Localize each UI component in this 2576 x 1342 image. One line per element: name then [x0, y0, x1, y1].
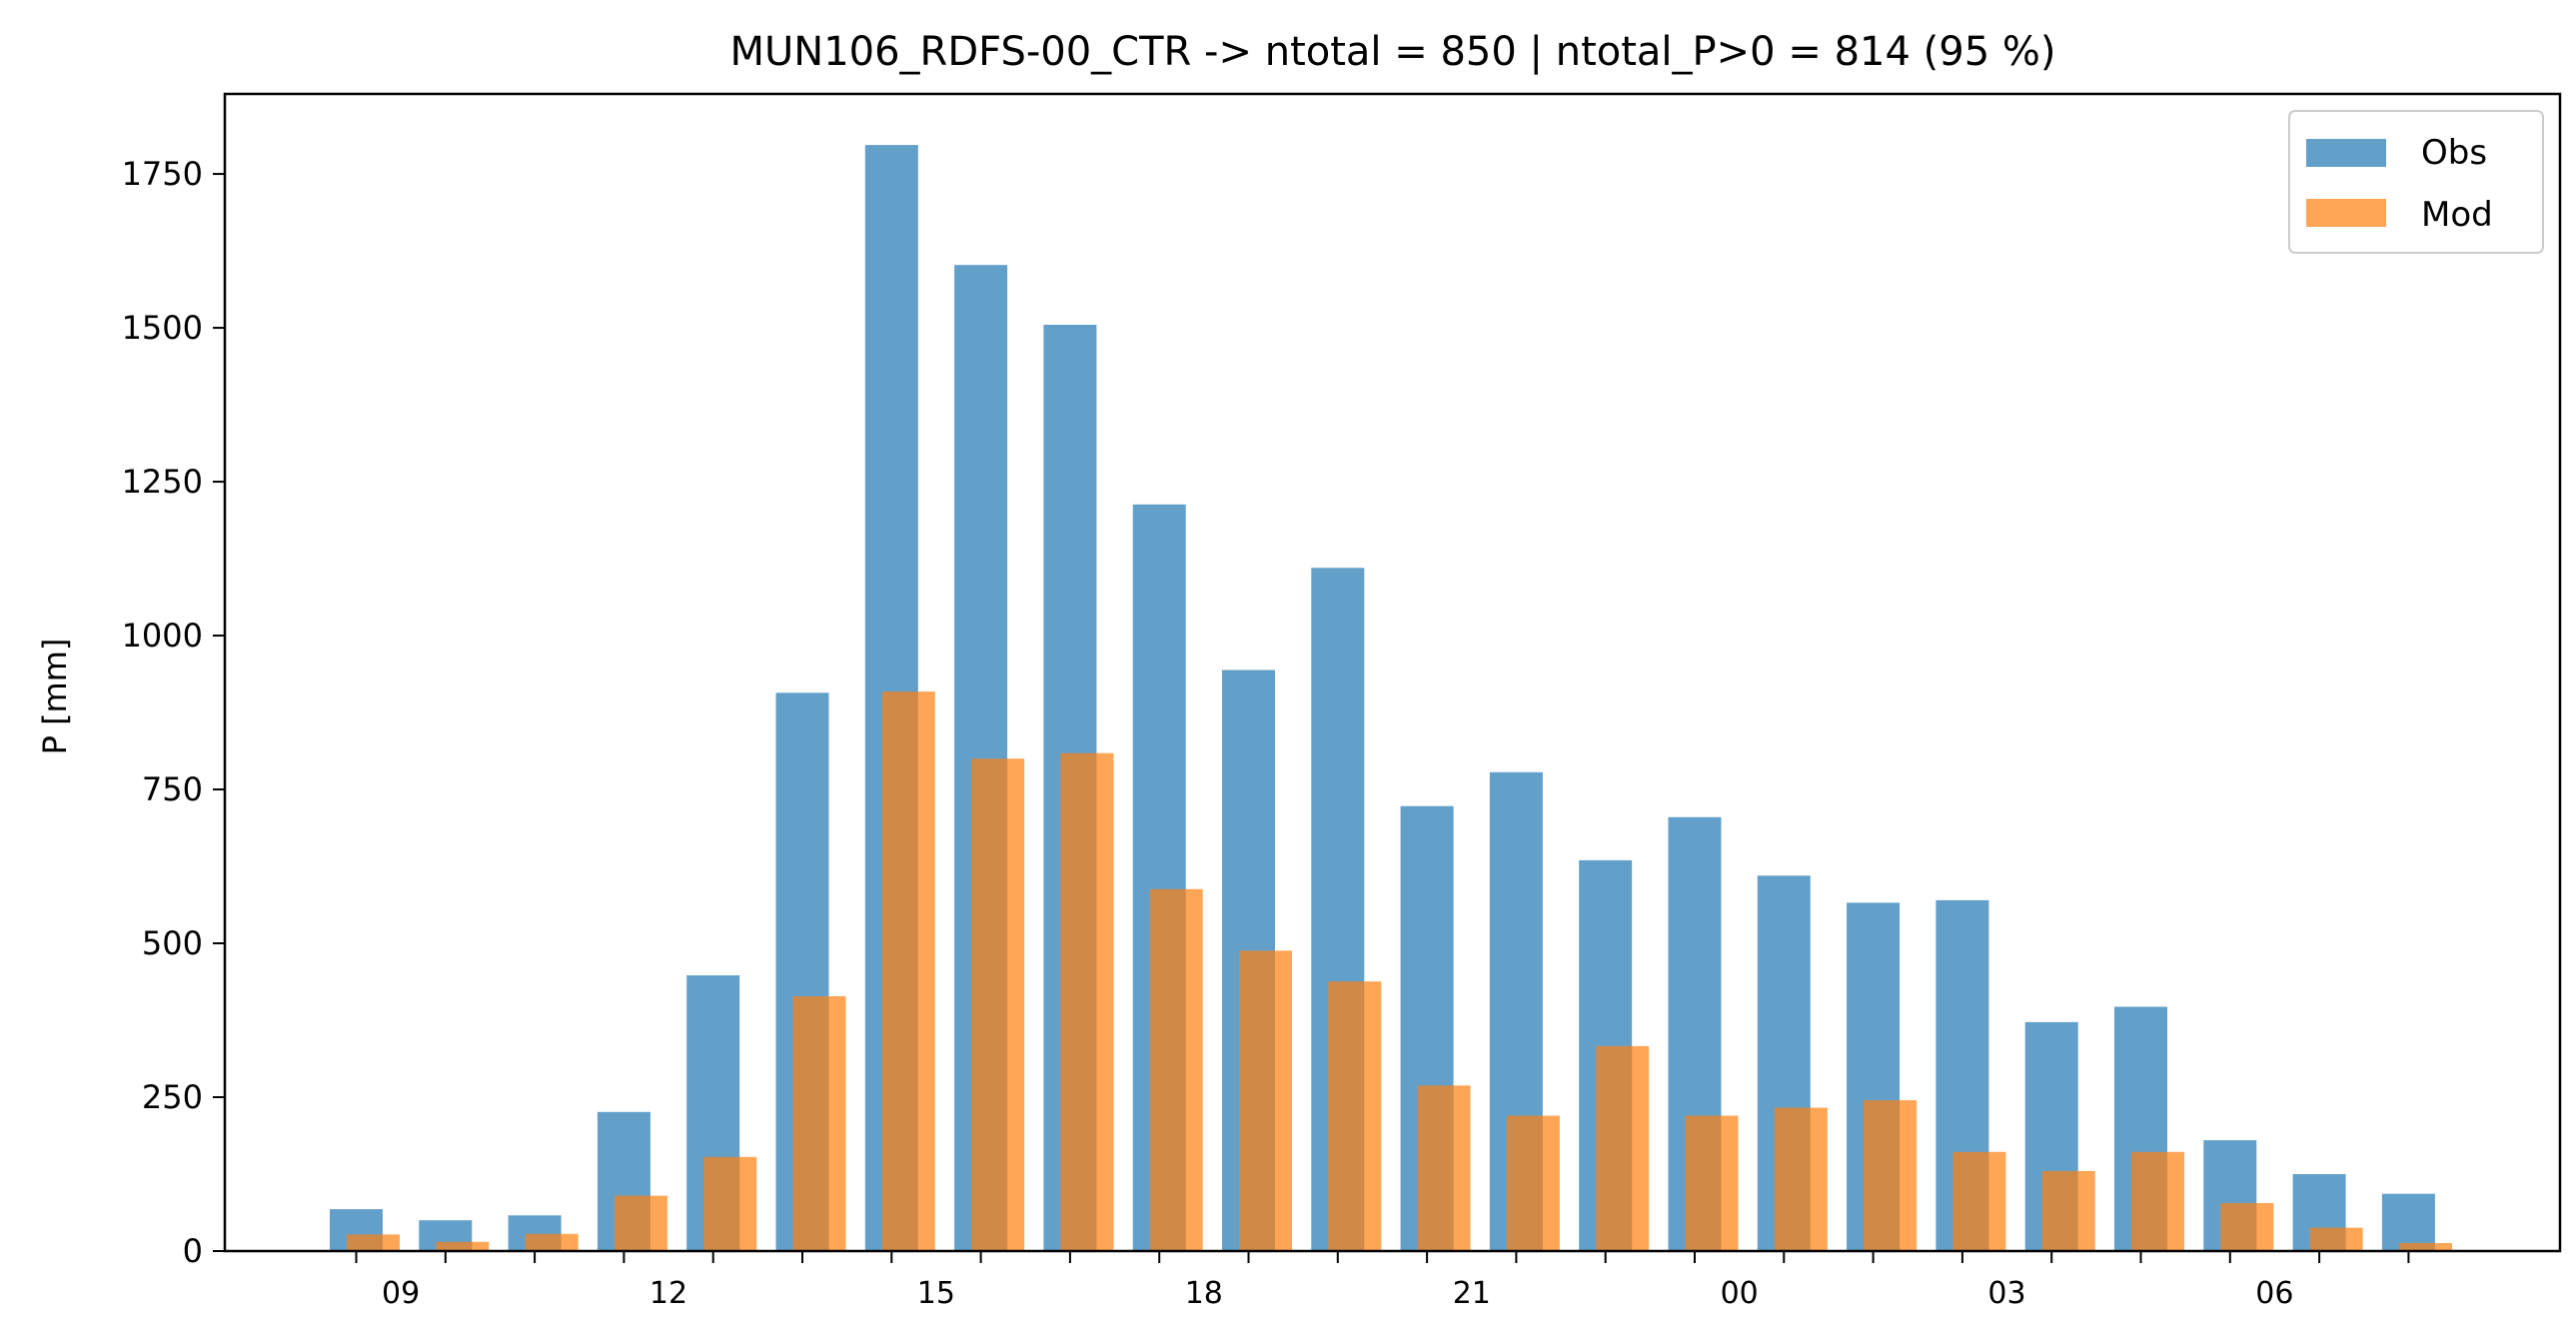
y-tick-label: 250 — [142, 1078, 203, 1116]
y-tick-label: 1000 — [122, 617, 203, 655]
bar-mod-00 — [1774, 1107, 1828, 1251]
x-tick-label: 06 — [2255, 1276, 2293, 1311]
y-tick-label: 0 — [183, 1232, 203, 1270]
plot-frame — [223, 92, 2562, 1253]
bar-mod-23 — [1685, 1115, 1739, 1251]
x-tick-label: 00 — [1721, 1276, 1759, 1311]
bar-mod-22 — [1596, 1045, 1650, 1251]
bar-mod-04 — [2131, 1151, 2184, 1251]
bar-mod-07 — [2398, 1243, 2452, 1251]
bar-mod-12 — [703, 1156, 757, 1251]
y-tick-label: 750 — [142, 770, 203, 808]
legend-swatch-obs — [2306, 139, 2386, 167]
bar-mod-21 — [1506, 1115, 1560, 1251]
bar-mod-18 — [1239, 950, 1292, 1251]
bar-mod-03 — [2041, 1170, 2095, 1251]
bars-layer — [330, 145, 2452, 1252]
x-tick-label: 03 — [1987, 1276, 2025, 1311]
bar-mod-05 — [2220, 1203, 2274, 1251]
y-tick-label: 1750 — [122, 155, 203, 193]
x-tick-label: 12 — [649, 1276, 687, 1311]
chart-title: MUN106_RDFS-00_CTR -> ntotal = 850 | nto… — [730, 29, 2056, 75]
x-tick-label: 21 — [1453, 1276, 1491, 1311]
legend-box — [2288, 110, 2544, 254]
bar-obs-07 — [2381, 1193, 2435, 1251]
bar-mod-02 — [1952, 1151, 2006, 1251]
x-tick-label: 09 — [382, 1276, 420, 1311]
y-tick-label: 1500 — [122, 309, 203, 347]
bar-mod-17 — [1149, 888, 1203, 1251]
bar-mod-19 — [1328, 981, 1382, 1251]
y-tick-label: 500 — [142, 924, 203, 962]
bar-mod-10 — [525, 1233, 579, 1251]
y-axis-ticks: 0 250 500 750 1000 1250 1500 1750 — [122, 155, 225, 1270]
y-axis-label: P [mm] — [36, 639, 74, 755]
legend-swatch-mod — [2306, 199, 2386, 227]
legend: Obs Mod — [2288, 110, 2544, 254]
bar-mod-11 — [614, 1195, 667, 1251]
bar-mod-13 — [792, 996, 846, 1251]
x-tick-label: 18 — [1185, 1276, 1223, 1311]
legend-label-obs: Obs — [2421, 133, 2487, 173]
y-tick-label: 1250 — [122, 463, 203, 501]
bar-mod-06 — [2309, 1227, 2363, 1251]
bar-mod-08 — [347, 1234, 400, 1251]
bar-mod-09 — [436, 1241, 490, 1251]
bar-mod-16 — [1060, 752, 1114, 1251]
x-tick-label: 15 — [917, 1276, 955, 1311]
bar-mod-15 — [971, 758, 1025, 1251]
bar-mod-01 — [1864, 1100, 1918, 1251]
bar-mod-20 — [1417, 1085, 1471, 1251]
legend-label-mod: Mod — [2421, 195, 2493, 235]
x-axis-ticks: 09 12 15 18 21 00 03 06 — [355, 1251, 2410, 1311]
bar-mod-14 — [881, 691, 935, 1251]
